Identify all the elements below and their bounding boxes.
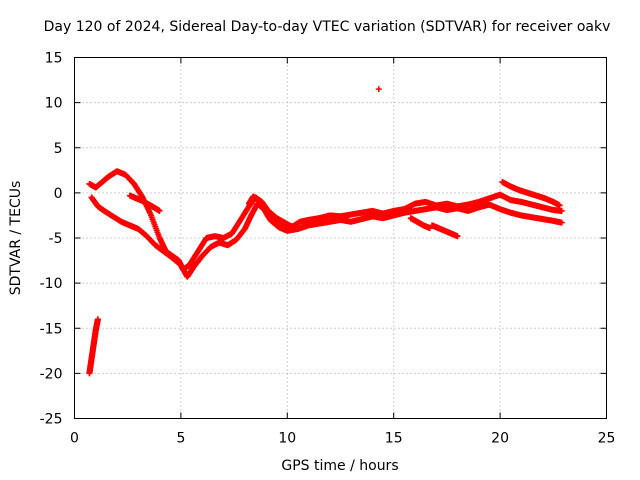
- x-tick-label: 5: [176, 431, 185, 447]
- y-tick-label: 5: [54, 141, 63, 157]
- x-tick-label: 25: [598, 431, 616, 447]
- data-point: [292, 225, 299, 232]
- y-tick-label: 15: [45, 51, 63, 67]
- series-arc-7: [407, 215, 433, 232]
- series-arc-6: [245, 193, 299, 232]
- series-arc-9: [499, 179, 563, 209]
- x-tick-labels: 0 5 10 15 20 25: [70, 431, 615, 447]
- x-tick-label: 0: [70, 431, 79, 447]
- data-points: [86, 86, 565, 377]
- x-tick-label: 10: [278, 431, 296, 447]
- series-arc-8: [429, 222, 461, 240]
- y-tick-labels: -25 -20 -15 -10 -5 0 5 10 15: [40, 51, 63, 428]
- y-axis-label: SDTVAR / TECUs: [8, 181, 24, 296]
- data-point: [558, 219, 565, 226]
- y-tick-label: -5: [49, 231, 63, 247]
- x-axis-label: GPS time / hours: [281, 458, 398, 474]
- series-arc-5: [126, 192, 163, 214]
- data-point: [375, 86, 382, 93]
- data-point: [556, 202, 563, 209]
- plot-frame: [74, 57, 607, 419]
- data-point: [454, 233, 461, 240]
- data-point: [94, 316, 101, 323]
- data-point: [558, 207, 565, 214]
- data-point: [156, 207, 163, 214]
- series-arc-1: [86, 316, 101, 377]
- y-tick-label: -15: [40, 321, 63, 337]
- x-tick-label: 20: [491, 431, 509, 447]
- y-tick-label: 10: [45, 96, 63, 112]
- y-tick-label: -10: [40, 276, 63, 292]
- y-tick-label: -20: [40, 366, 63, 382]
- y-tick-label: 0: [54, 186, 63, 202]
- series-arc-2: [375, 86, 382, 93]
- y-tick-label: -25: [40, 412, 63, 428]
- chart-title: Day 120 of 2024, Sidereal Day-to-day VTE…: [44, 19, 611, 35]
- x-tick-label: 15: [385, 431, 403, 447]
- grid-lines: [74, 57, 607, 419]
